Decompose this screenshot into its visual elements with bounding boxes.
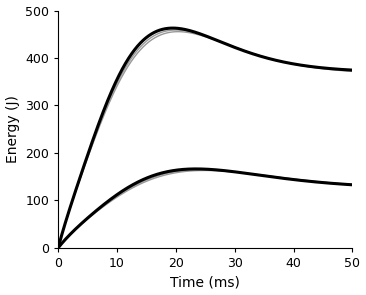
Y-axis label: Energy (J): Energy (J) [5,95,19,163]
X-axis label: Time (ms): Time (ms) [170,276,240,289]
